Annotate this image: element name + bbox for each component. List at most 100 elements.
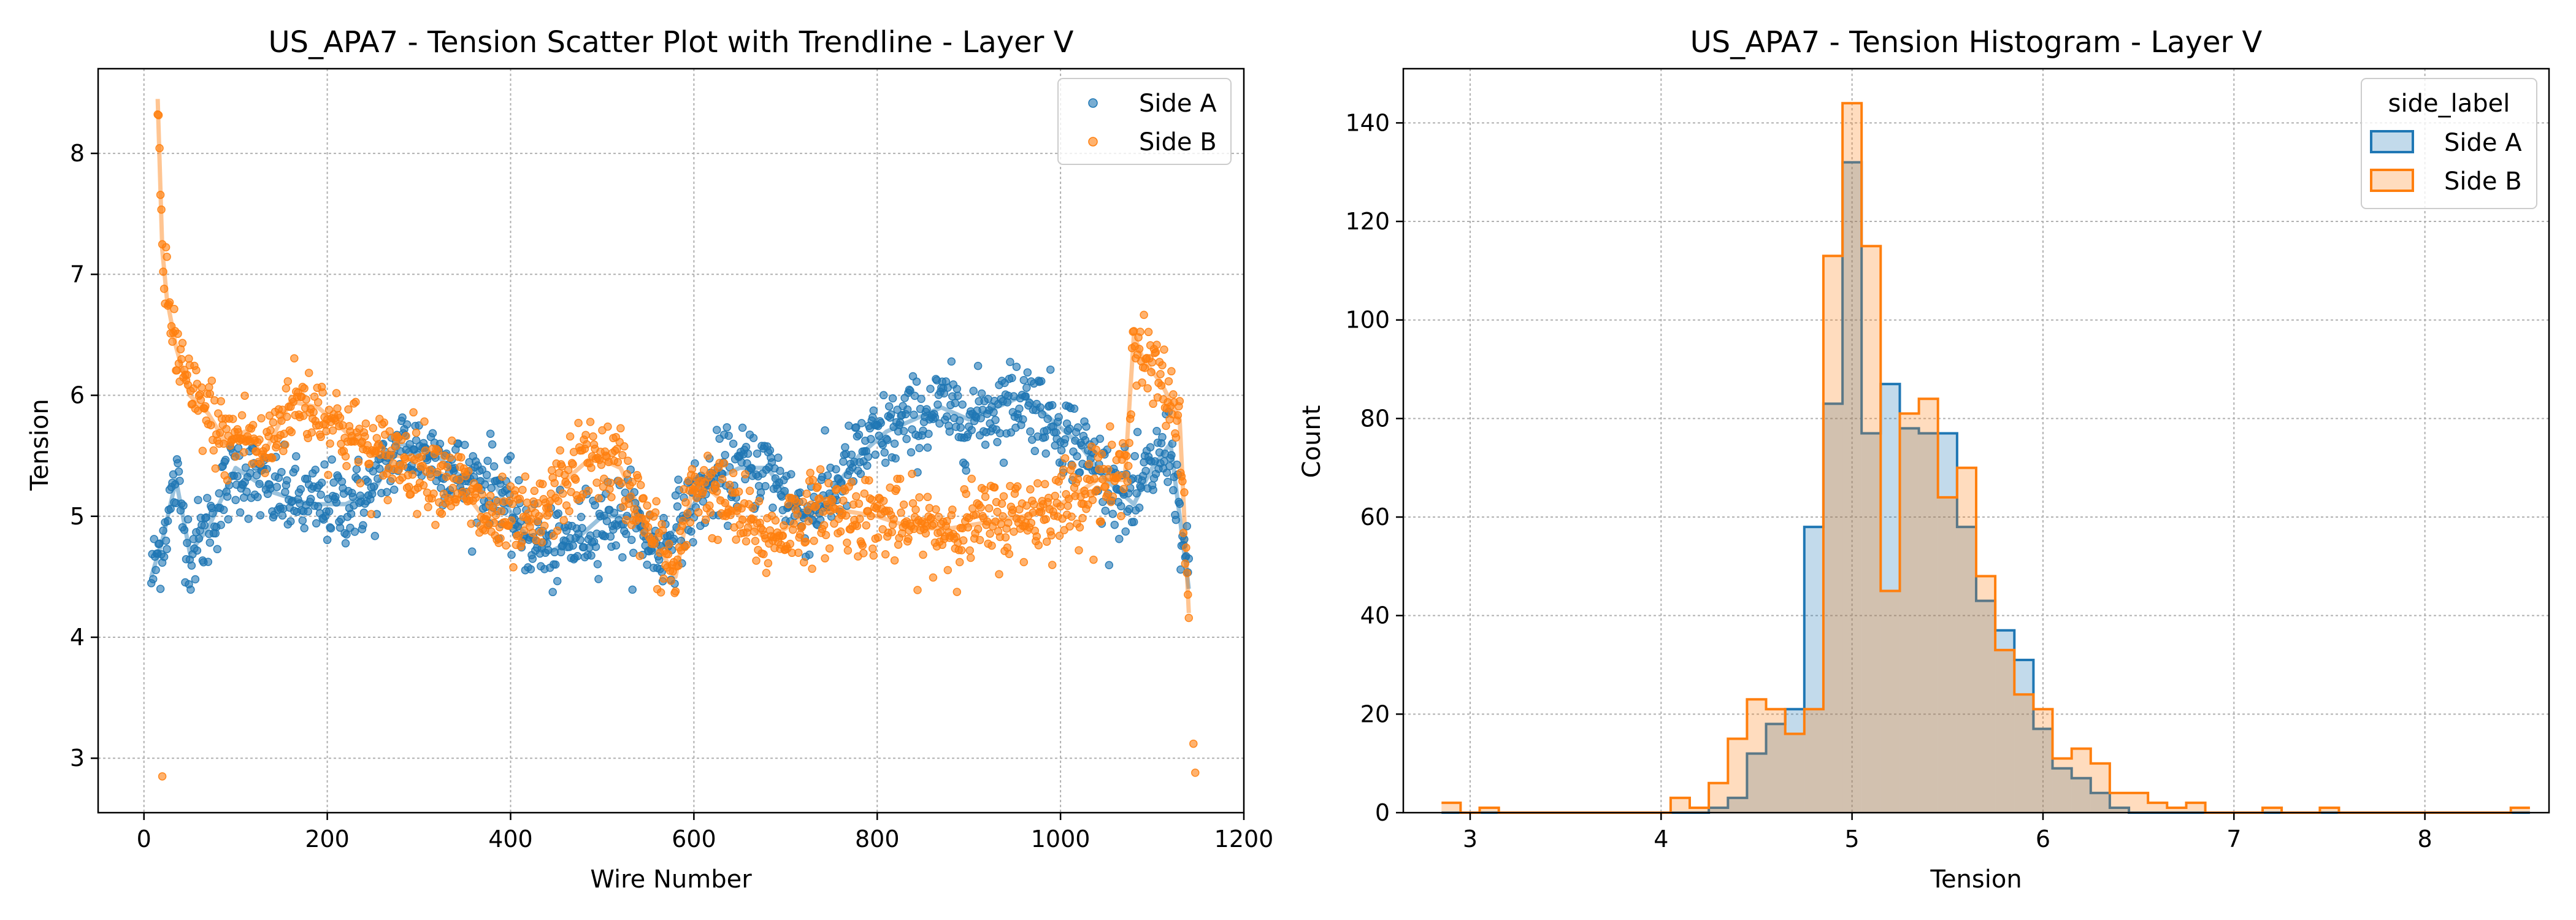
scatter-point	[268, 454, 277, 462]
scatter-point	[1055, 531, 1064, 540]
scatter-point	[681, 498, 690, 507]
scatter-point	[377, 444, 386, 453]
scatter-point	[194, 534, 204, 543]
scatter-point	[1008, 374, 1016, 383]
scatter-point	[174, 467, 183, 476]
scatter-point	[1105, 561, 1114, 570]
scatter-point	[856, 469, 865, 478]
scatter-point	[718, 475, 727, 483]
histogram-bar	[2320, 807, 2339, 813]
scatter-point	[1056, 502, 1065, 511]
scatter-point	[721, 451, 729, 459]
scatter-point	[223, 492, 232, 501]
scatter-point	[1060, 454, 1070, 462]
scatter-point	[1130, 451, 1139, 461]
histogram-bar	[1670, 797, 1690, 813]
scatter-point	[429, 489, 438, 498]
scatter-point	[148, 575, 158, 583]
scatter-point	[719, 459, 729, 468]
scatter-x-tick-label: 200	[305, 826, 350, 853]
histogram-bar	[2109, 807, 2129, 813]
scatter-point	[908, 469, 916, 478]
scatter-point	[986, 529, 994, 538]
scatter-ticks: 0 200 400 600 800 1000 1200 3 4 5 6 7 8	[70, 140, 1274, 853]
scatter-point	[1151, 348, 1160, 356]
scatter-point	[255, 435, 264, 444]
histogram-bar	[1479, 807, 1499, 813]
scatter-point	[683, 509, 692, 518]
scatter-point	[323, 535, 332, 545]
scatter-point	[261, 469, 269, 477]
scatter-point	[808, 564, 816, 573]
scatter-point	[622, 529, 631, 539]
scatter-point	[1138, 378, 1146, 387]
scatter-point	[620, 442, 629, 451]
scatter-point	[1057, 446, 1066, 455]
scatter-point	[573, 552, 582, 561]
scatter-point	[1019, 375, 1029, 385]
scatter-point	[1040, 480, 1049, 489]
scatter-point	[1140, 310, 1148, 320]
scatter-point	[569, 460, 577, 469]
scatter-point	[1084, 460, 1094, 469]
scatter-point	[932, 505, 940, 514]
scatter-point	[678, 516, 688, 525]
scatter-point	[186, 585, 195, 594]
scatter-point	[547, 466, 556, 475]
scatter-point	[943, 565, 953, 575]
scatter-point	[1133, 427, 1142, 437]
scatter-point	[513, 507, 521, 515]
scatter-point	[309, 408, 318, 416]
scatter-point	[242, 487, 251, 496]
scatter-point	[180, 526, 189, 534]
scatter-point	[1004, 518, 1013, 527]
scatter-point	[1040, 433, 1049, 442]
scatter-point	[774, 453, 783, 462]
scatter-point	[786, 540, 795, 548]
scatter-point	[793, 510, 802, 519]
scatter-point	[593, 560, 602, 569]
histogram-plot-frame	[1402, 67, 2550, 814]
scatter-point	[248, 421, 258, 429]
scatter-point	[375, 464, 384, 473]
scatter-point	[639, 494, 648, 503]
scatter-point	[179, 501, 188, 510]
histogram-legend: side_label Side A Side B	[2361, 78, 2537, 209]
scatter-point	[706, 508, 715, 517]
scatter-point	[412, 428, 421, 437]
histogram-x-tick-label: 6	[2036, 826, 2050, 853]
scatter-point	[917, 394, 926, 404]
scatter-point	[509, 563, 518, 572]
scatter-point	[506, 452, 515, 461]
scatter-point	[312, 519, 321, 528]
scatter-point	[860, 489, 869, 498]
scatter-x-tick-label: 800	[855, 826, 900, 853]
scatter-point	[1141, 467, 1150, 475]
scatter-point	[1101, 482, 1110, 491]
scatter-point	[1163, 477, 1172, 486]
scatter-point	[756, 488, 765, 497]
scatter-point	[159, 526, 167, 535]
scatter-point	[286, 517, 295, 526]
scatter-y-tick-label: 8	[70, 140, 85, 167]
histogram-series-side-b	[1441, 102, 2530, 814]
scatter-point	[183, 515, 193, 524]
scatter-point	[990, 483, 999, 492]
histogram-bar	[1804, 527, 1823, 813]
scatter-point	[1108, 440, 1116, 449]
scatter-point	[442, 472, 451, 481]
scatter-point	[778, 531, 788, 540]
scatter-point	[161, 536, 171, 545]
histogram-bar	[1899, 413, 1919, 813]
scatter-point	[841, 443, 849, 451]
scatter-point	[222, 424, 231, 434]
scatter-point	[1019, 558, 1029, 567]
scatter-point	[743, 449, 753, 458]
scatter-point	[650, 540, 659, 548]
scatter-point	[556, 446, 564, 455]
scatter-point	[304, 434, 312, 442]
scatter-point	[482, 512, 491, 521]
scatter-point	[977, 389, 986, 398]
scatter-point	[228, 415, 237, 423]
scatter-point	[776, 466, 784, 475]
